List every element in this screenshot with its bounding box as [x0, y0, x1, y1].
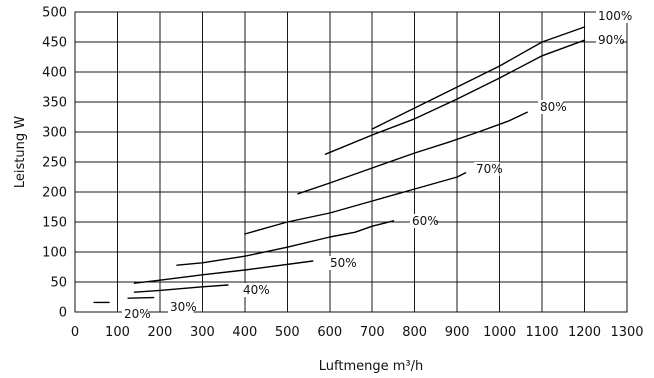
series-label-bg — [122, 307, 148, 321]
x-tick-label: 1200 — [568, 325, 601, 340]
y-tick-label: 0 — [59, 306, 67, 321]
series-label: 90% — [598, 33, 625, 47]
series-label-bg — [328, 256, 354, 270]
series-label: 30% — [170, 300, 197, 314]
x-tick-label: 1300 — [610, 325, 643, 340]
x-tick-label: 700 — [360, 325, 385, 340]
x-tick-label: 100 — [105, 325, 130, 340]
series-label-bg — [410, 214, 436, 228]
series-line-70pct — [244, 172, 467, 235]
x-tick-label: 400 — [232, 325, 257, 340]
x-tick-label: 0 — [71, 325, 79, 340]
x-tick-label: 500 — [275, 325, 300, 340]
grid — [75, 12, 627, 312]
series-curves — [93, 26, 586, 304]
series-label: 60% — [412, 214, 439, 228]
series-label: 20% — [124, 307, 151, 321]
plot-frame — [74, 11, 628, 313]
series-label: 50% — [330, 256, 357, 270]
x-tick-label: 1100 — [526, 325, 559, 340]
series-line-30pct — [127, 296, 155, 299]
y-tick-label: 150 — [42, 216, 67, 231]
series-labels: 100% 90% 80% 70% 60% 50% 40% 30% 20% — [122, 9, 632, 321]
y-axis-title: Leistung W — [13, 116, 28, 188]
x-tick-label: 1000 — [483, 325, 516, 340]
y-tick-label: 50 — [50, 276, 67, 291]
y-tick-label: 250 — [42, 156, 67, 171]
series-label: 40% — [243, 283, 270, 297]
y-tick-label: 500 — [42, 6, 67, 21]
series-line-50pct — [133, 260, 314, 284]
x-tick-labels: 0 100 200 300 400 500 600 700 800 900 1000 1100 1200… — [71, 325, 644, 340]
x-tick-label: 800 — [402, 325, 427, 340]
series-label-bg — [596, 33, 622, 47]
series-line-90pct — [324, 39, 586, 155]
x-axis-title: Luftmenge m³/h — [319, 359, 423, 374]
series-line-40pct — [133, 284, 229, 293]
series-line-60pct — [176, 220, 395, 266]
series-label-bg — [241, 283, 267, 297]
series-line-100pct — [371, 26, 586, 130]
series-label-bg — [538, 100, 564, 114]
x-tick-label: 600 — [317, 325, 342, 340]
series-label-bg — [596, 9, 629, 23]
series-label: 100% — [598, 9, 632, 23]
x-tick-label: 300 — [190, 325, 215, 340]
x-tick-label: 200 — [148, 325, 173, 340]
y-tick-label: 450 — [42, 36, 67, 51]
y-tick-label: 350 — [42, 96, 67, 111]
series-line-80pct — [297, 111, 528, 195]
series-label-bg — [474, 162, 500, 176]
y-tick-label: 200 — [42, 186, 67, 201]
y-tick-label: 300 — [42, 126, 67, 141]
x-tick-label: 900 — [445, 325, 470, 340]
series-label: 70% — [476, 162, 503, 176]
y-tick-label: 100 — [42, 246, 67, 261]
y-tick-labels: 0 50 100 150 200 250 300 350 400 450 500 — [42, 6, 67, 321]
series-label-bg — [168, 300, 194, 314]
series-label: 80% — [540, 100, 567, 114]
y-tick-label: 400 — [42, 66, 67, 81]
